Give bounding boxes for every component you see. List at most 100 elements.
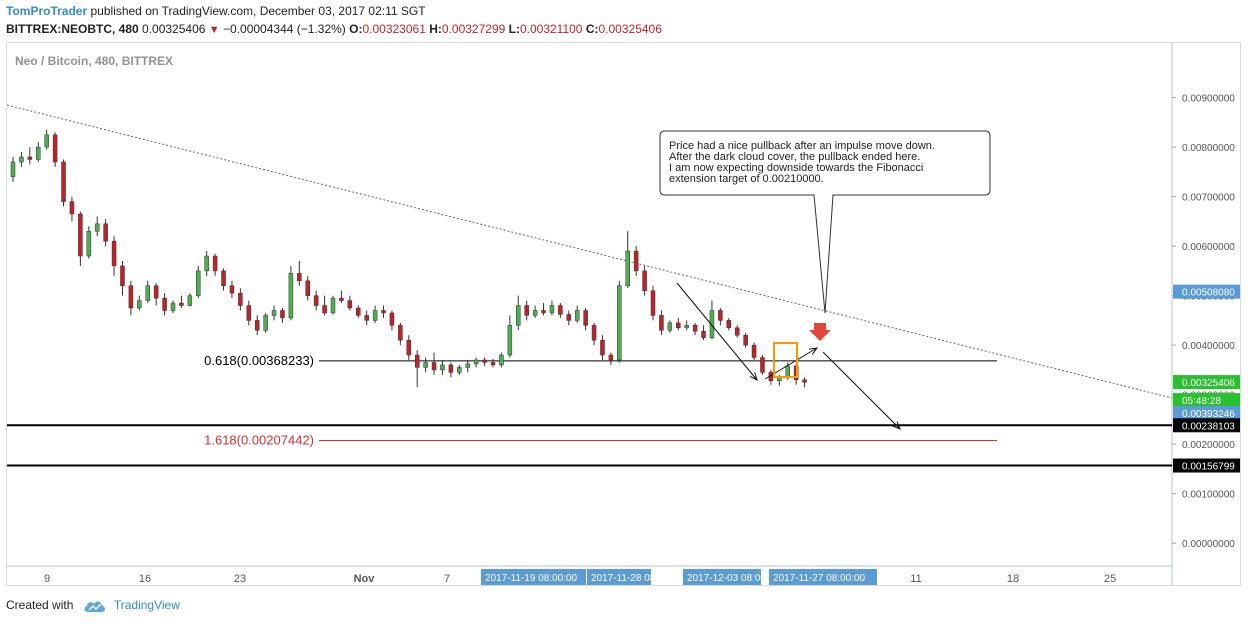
chart-frame[interactable]: Neo / Bitcoin, 480, BITTREX 0.00900000 0.0… bbox=[6, 42, 1241, 586]
ohlc-bar: BITTREX:NEOBTC, 480 0.00325406 ▼ −0.0000… bbox=[6, 22, 662, 36]
candle-body bbox=[490, 362, 496, 366]
candle-body bbox=[802, 379, 807, 383]
price-axis-badge-text: 0.00393246 bbox=[1182, 409, 1235, 420]
y-tick-label: 0.00900000 bbox=[1182, 94, 1235, 105]
candle-body bbox=[44, 134, 49, 148]
callout-text-line: extension target of 0.00210000. bbox=[669, 173, 824, 185]
candle-body bbox=[27, 156, 33, 160]
fib-level-label: 0.618(0.00368233) bbox=[204, 353, 314, 368]
candle-body bbox=[297, 273, 302, 282]
candle-body bbox=[457, 367, 462, 373]
candle-body bbox=[406, 339, 412, 356]
x-tick-label: 16 bbox=[139, 573, 151, 585]
candle-body bbox=[145, 285, 150, 301]
candle-body bbox=[322, 305, 327, 314]
candle-body bbox=[305, 280, 310, 296]
callout-text-line: I am now expecting downside towards the … bbox=[669, 162, 923, 174]
callout-shape bbox=[659, 130, 991, 314]
candle-body bbox=[187, 295, 193, 306]
time-label-bg bbox=[683, 569, 761, 586]
candle-body bbox=[650, 290, 656, 316]
candle-body bbox=[591, 325, 597, 341]
candle-body bbox=[743, 334, 748, 346]
candle-body bbox=[448, 364, 454, 373]
candle-body bbox=[482, 359, 487, 363]
candle-body bbox=[583, 310, 588, 326]
candle-body bbox=[254, 320, 260, 331]
candle-body bbox=[499, 354, 504, 366]
time-label-bg bbox=[769, 569, 877, 586]
price-axis-badge-text: 0.00238103 bbox=[1182, 421, 1235, 432]
candle-body bbox=[516, 305, 521, 326]
tradingview-brand-link[interactable]: TradingView bbox=[113, 598, 180, 612]
candle-body bbox=[238, 292, 243, 306]
projection-arrow bbox=[822, 351, 901, 430]
x-tick-label: 11 bbox=[910, 573, 921, 585]
candle-body bbox=[78, 213, 83, 257]
candle-body bbox=[179, 302, 184, 306]
candle-body bbox=[625, 250, 630, 286]
candle-body bbox=[532, 310, 538, 316]
candle-body bbox=[94, 223, 100, 232]
open-label: O: bbox=[349, 22, 363, 36]
candle-body bbox=[507, 325, 513, 356]
candle-body bbox=[162, 297, 167, 311]
candle-body bbox=[608, 354, 614, 361]
candle-body bbox=[52, 134, 58, 163]
callout-text-line: Price had a nice pullback after an impul… bbox=[669, 140, 935, 152]
candle-body bbox=[760, 357, 765, 373]
candle-body bbox=[10, 161, 16, 178]
callout-text-line: After the dark cloud cover, the pullback… bbox=[669, 151, 920, 163]
candle-body bbox=[726, 320, 732, 329]
price-chart[interactable]: Neo / Bitcoin, 480, BITTREX 0.00900000 0.0… bbox=[6, 43, 1241, 586]
candle-body bbox=[330, 297, 336, 314]
candle-body bbox=[734, 327, 740, 336]
candle-body bbox=[103, 223, 108, 242]
candle-body bbox=[684, 325, 689, 329]
x-tick-label: 18 bbox=[1007, 573, 1019, 585]
callout-bubble: Price had a nice pullback after an impul… bbox=[659, 130, 991, 314]
candle-body bbox=[170, 302, 176, 311]
time-label-text: 2017-12-03 08:00:00 bbox=[687, 573, 780, 584]
candle-body bbox=[229, 285, 235, 294]
price-axis-badge-text: 0.00325406 bbox=[1182, 378, 1235, 389]
candle-body bbox=[280, 310, 285, 319]
candle-body bbox=[709, 310, 715, 338]
x-tick-label: 25 bbox=[1104, 573, 1116, 585]
created-with-label: Created with bbox=[6, 598, 74, 612]
candle-body bbox=[153, 285, 159, 299]
price-axis-badge-text: 0.00508080 bbox=[1182, 288, 1235, 299]
candle-body bbox=[204, 255, 209, 272]
down-marker-icon bbox=[809, 323, 831, 341]
candle-body bbox=[263, 315, 268, 331]
open-value: 0.00323061 bbox=[362, 22, 426, 36]
y-tick-label: 0.00600000 bbox=[1182, 242, 1235, 253]
candle-body bbox=[398, 325, 403, 341]
chart-title: Neo / Bitcoin, 480, BITTREX bbox=[15, 54, 173, 68]
candle-body bbox=[389, 312, 395, 326]
candle-body bbox=[633, 250, 639, 272]
candle-body bbox=[111, 240, 117, 267]
candle-body bbox=[364, 315, 369, 321]
change-value: −0.00004344 (−1.32%) bbox=[223, 22, 346, 36]
author-link[interactable]: TomProTrader bbox=[6, 4, 88, 18]
arrow-head bbox=[749, 372, 758, 381]
y-tick-label: 0.00700000 bbox=[1182, 193, 1235, 204]
candle-body bbox=[701, 331, 706, 338]
time-label-text: 2017-11-28 08 bbox=[591, 573, 656, 584]
candle-body bbox=[288, 273, 294, 319]
low-label: L: bbox=[508, 22, 520, 36]
candle-body bbox=[667, 322, 673, 331]
price-axis-badge bbox=[1173, 458, 1241, 473]
candle-body bbox=[465, 363, 470, 368]
candle-body bbox=[246, 305, 252, 321]
candle-body bbox=[313, 295, 319, 306]
y-tick-label: 0.00200000 bbox=[1182, 440, 1235, 451]
candle-body bbox=[431, 362, 437, 371]
publish-info: TomProTrader published on TradingView.co… bbox=[6, 4, 426, 18]
candle-body bbox=[718, 310, 723, 321]
candle-body bbox=[271, 310, 277, 316]
candle-body bbox=[541, 310, 546, 314]
candle-body bbox=[659, 315, 664, 331]
y-tick-label: 0.00400000 bbox=[1182, 341, 1235, 352]
